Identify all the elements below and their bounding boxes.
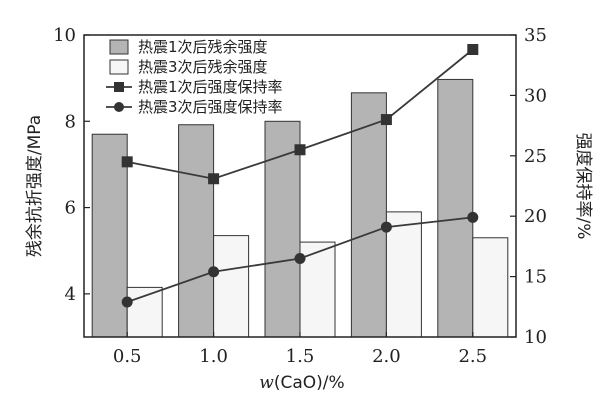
y-left-tick-label-1: 6: [65, 198, 76, 219]
legend-swatch-shock1-residual: [109, 39, 129, 55]
bar-shock1-residual-0: [91, 133, 128, 338]
point-shock3-retention-3: [380, 221, 392, 233]
y-right-axis-title: 强度保持率/%: [573, 133, 593, 240]
legend-swatch-shock3-residual: [109, 59, 129, 75]
point-shock3-retention-1: [208, 266, 220, 278]
point-shock1-retention-3: [380, 114, 392, 126]
legend-label-shock3-residual: 热震3次后残余强度: [138, 58, 268, 76]
x-tick-label-4: 2.5: [458, 346, 487, 367]
point-shock3-retention-2: [294, 252, 306, 264]
bar-shock3-residual-0: [126, 286, 163, 338]
x-axis-title: w(CaO)/%: [259, 373, 344, 393]
bar-shock1-residual-1: [178, 124, 215, 338]
bar-shock3-residual-3: [385, 211, 422, 338]
y-right-tick-label-3: 25: [524, 146, 547, 167]
y-right-tick-label-5: 35: [524, 25, 547, 46]
y-left-tick-label-2: 8: [65, 111, 76, 132]
x-tick-label-3: 2.0: [372, 346, 401, 367]
point-shock1-retention-4: [467, 43, 479, 55]
y-left-tick-label-3: 10: [53, 25, 76, 46]
axes-layer: 4 6 8 10 10 15 20 25 30 35 0.5 1.0 1.5 2.0 2.5: [53, 25, 547, 367]
y-right-tick-label-4: 30: [524, 85, 547, 106]
legend-marker-shock3-retention: [114, 102, 124, 112]
y-right-tick-label-2: 20: [524, 206, 547, 227]
legend-marker-shock1-retention: [114, 82, 124, 92]
bar-shock1-residual-4: [437, 78, 474, 338]
x-tick-label-1: 1.0: [199, 346, 228, 367]
bar-layer: [91, 78, 509, 338]
point-shock3-retention-4: [467, 211, 479, 223]
legend-label-shock1-residual: 热震1次后残余强度: [138, 38, 268, 56]
x-axis-title-rest: (CaO)/%: [274, 373, 345, 393]
bar-shock3-residual-1: [213, 235, 250, 338]
y-right-tick-label-0: 10: [524, 327, 547, 348]
line-layer: [121, 43, 479, 308]
y-right-tick-label-1: 15: [524, 267, 547, 288]
bar-shock3-residual-2: [299, 241, 336, 338]
point-shock1-retention-1: [208, 173, 220, 185]
x-axis-title-symbol: w: [259, 373, 274, 393]
point-shock1-retention-2: [294, 144, 306, 156]
point-shock3-retention-0: [121, 296, 133, 308]
x-tick-label-2: 1.5: [286, 346, 315, 367]
bar-shock1-residual-2: [264, 120, 301, 338]
x-tick-label-0: 0.5: [113, 346, 142, 367]
legend-label-shock1-retention: 热震1次后强度保持率: [138, 78, 283, 96]
point-shock1-retention-0: [121, 156, 133, 168]
y-left-tick-label-0: 4: [65, 284, 76, 305]
bar-shock3-residual-4: [472, 237, 509, 338]
y-left-axis-title: 残余抗折强度/MPa: [25, 115, 45, 257]
legend-label-shock3-retention: 热震3次后强度保持率: [138, 98, 283, 116]
bar-shock1-residual-3: [350, 92, 387, 338]
